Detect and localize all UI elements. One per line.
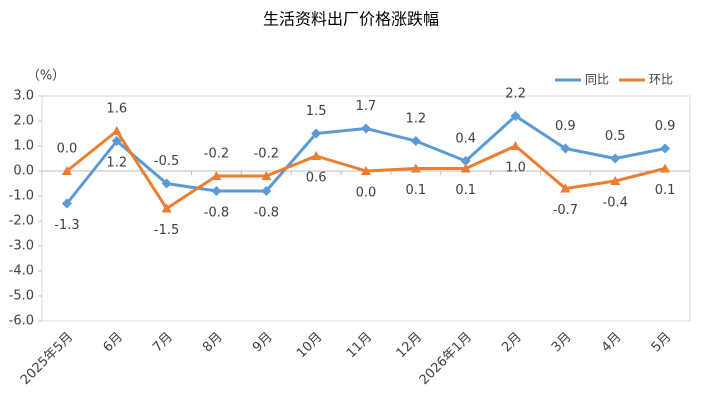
marker [361,166,371,175]
x-tick-label: 2026年1月 [417,330,475,388]
marker [311,151,322,160]
marker [161,178,172,189]
chart-title: 生活资料出厂价格涨跌幅 [263,10,439,29]
legend-label: 同比 [585,73,609,87]
marker [410,136,421,146]
data-label: -1.5 [154,223,179,238]
marker [361,123,371,134]
x-tick-label: 8月 [200,330,226,356]
data-label: 2.2 [505,87,526,102]
x-tick-label: 2月 [499,330,525,356]
marker [460,156,471,166]
marker [510,141,521,150]
data-label: 0.9 [655,119,676,134]
legend-label: 环比 [649,73,673,87]
y-tick-label: -3.0 [9,239,34,254]
x-tick-label: 3月 [549,330,575,356]
data-label: 1.5 [306,104,327,119]
marker [610,176,621,185]
marker [111,136,122,146]
data-label: 1.7 [356,99,377,114]
marker [161,203,172,213]
data-label: 0.0 [57,142,78,157]
marker [510,111,521,121]
x-tick-label: 7月 [150,330,176,356]
y-tick-label: -2.0 [9,214,34,229]
data-label: 1.2 [106,156,127,171]
x-tick-label: 12月 [394,330,425,361]
x-tick-label: 6月 [100,330,126,356]
y-tick-label: 1.0 [13,139,34,154]
y-tick-label: -1.0 [9,189,34,204]
data-label: 1.0 [505,161,526,176]
data-label: 0.4 [455,132,476,147]
y-axis-label: （%） [27,69,65,84]
marker [410,163,421,173]
data-label: -1.3 [54,218,79,233]
marker [261,186,272,196]
marker [211,171,222,180]
marker [61,166,72,175]
marker [311,128,322,139]
data-label: 0.1 [455,183,476,198]
marker [261,171,272,180]
plot-area [41,95,691,322]
marker [610,153,621,164]
data-label: -0.2 [254,147,279,162]
y-tick-label: -6.0 [9,314,34,329]
x-tick-label: 10月 [294,330,325,361]
marker [660,163,671,173]
x-tick-label: 11月 [344,330,375,361]
data-label: 0.6 [306,171,327,186]
data-label: 0.9 [555,119,576,134]
marker [111,126,122,135]
x-tick-label: 2025年5月 [18,330,76,388]
data-label: -0.8 [204,206,229,221]
data-label: -0.4 [603,196,628,211]
y-tick-label: 2.0 [13,114,34,129]
y-tick-label: 3.0 [13,89,34,104]
data-label: -0.2 [204,147,229,162]
x-tick-label: 5月 [649,330,675,356]
marker [560,143,571,154]
data-label: 0.1 [655,183,676,198]
data-label: -0.7 [553,203,578,218]
data-label: -0.5 [154,154,179,169]
marker [61,198,72,209]
marker [460,163,471,173]
marker [660,143,671,154]
data-label: 0.1 [406,183,427,198]
data-label: 0.0 [356,186,377,201]
marker [560,183,571,193]
y-tick-label: -4.0 [9,264,34,279]
data-label: 0.5 [605,129,626,144]
data-label: 1.2 [406,112,427,127]
y-tick-label: 0.0 [13,164,34,179]
data-label: -0.8 [254,206,279,221]
x-tick-label: 9月 [250,330,276,356]
data-label: 1.6 [106,102,127,117]
x-tick-label: 4月 [599,330,625,356]
marker [211,186,222,196]
y-tick-label: -5.0 [9,289,34,304]
